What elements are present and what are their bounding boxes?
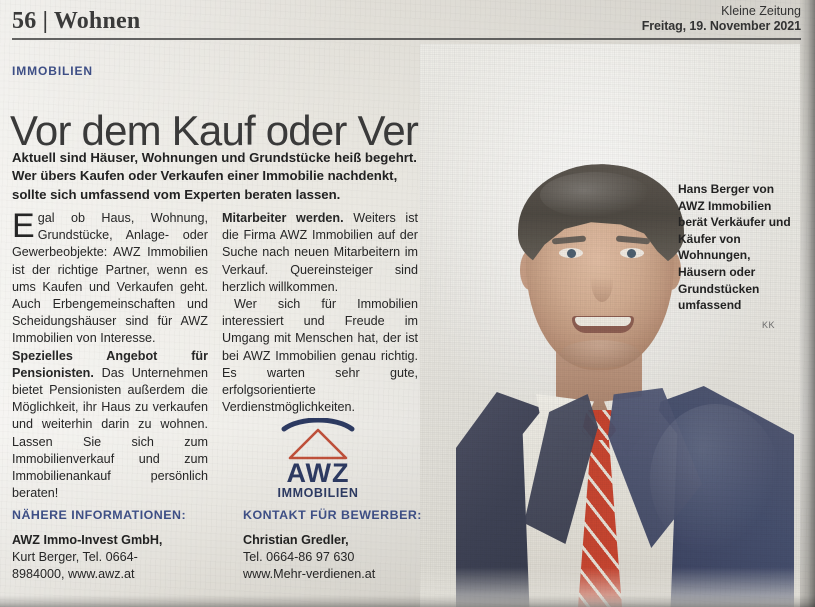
teeth xyxy=(575,317,631,326)
paragraph-text: Wer sich für Immobilien interessiert und… xyxy=(222,297,418,415)
hair-highlight xyxy=(540,172,650,218)
infobox-information: NÄHERE INFORMATIONEN: AWZ Immo-Invest Gm… xyxy=(12,508,222,583)
pupil-right xyxy=(627,249,636,258)
photo-bottom-fade xyxy=(420,567,800,607)
page-folio: 56 | Wohnen xyxy=(12,8,141,34)
body-column-2: Mitarbeiter werden. Weiters ist die Firm… xyxy=(222,210,418,416)
awz-subline: IMMOBILIEN xyxy=(277,486,359,500)
infobox-company: AWZ Immo-Invest GmbH, xyxy=(12,533,163,547)
pupil-left xyxy=(567,249,576,258)
mouth xyxy=(572,316,634,333)
paragraph-text: gal ob Haus, Wohnung, Grundstücke, Anlag… xyxy=(12,211,208,346)
infobox-title: NÄHERE INFORMATIONEN: xyxy=(12,508,187,522)
lead-paragraph: Aktuell sind Häuser, Wohnungen und Grund… xyxy=(12,150,417,202)
issue-date: Freitag, 19. November 2021 xyxy=(641,19,801,33)
infobox-line: Kurt Berger, Tel. 0664- xyxy=(12,550,138,564)
run-in-heading: Spezielles Angebot für Pensionisten. xyxy=(12,348,208,380)
awz-logo: AWZ IMMOBILIEN xyxy=(262,418,374,500)
paragraph: Wer sich für Immobilien interessiert und… xyxy=(222,296,418,416)
paragraph: Spezielles Angebot für Pensionisten. Das… xyxy=(12,348,208,503)
infobox-person: Christian Gredler, xyxy=(243,533,349,547)
run-in-heading: Mitarbeiter werden. xyxy=(222,211,344,225)
photo-caption: Hans Berger von AWZ Immobilien berät Ver… xyxy=(678,182,791,313)
infobox-title: KONTAKT FÜR BEWERBER: xyxy=(243,508,422,522)
header-divider xyxy=(12,38,801,40)
drop-cap: E xyxy=(12,207,35,245)
infobox-line: 8984000, www.awz.at xyxy=(12,567,135,581)
infobox-line: Tel. 0664-86 97 630 xyxy=(243,550,355,564)
awz-wordmark: AWZ xyxy=(286,458,350,488)
chin xyxy=(560,340,640,368)
shoulder-highlight xyxy=(650,404,780,554)
page-right-edge-shadow xyxy=(799,0,815,607)
photo-credit: KK xyxy=(762,320,776,330)
paragraph: Mitarbeiter werden. Weiters ist die Firm… xyxy=(222,210,418,296)
awz-house-icon xyxy=(281,418,355,460)
paragraph-text: Das Unternehmen bietet Pensionisten auße… xyxy=(12,365,208,501)
portrait-photo xyxy=(420,44,800,607)
infobox-line: www.Mehr-verdienen.at xyxy=(243,567,376,581)
paragraph-text: Weiters ist die Firma AWZ Immobilien auf… xyxy=(222,211,418,294)
infobox-contact: KONTAKT FÜR BEWERBER: Christian Gredler,… xyxy=(243,508,453,583)
section-kicker: IMMOBILIEN xyxy=(12,64,93,78)
nose xyxy=(591,260,613,302)
masthead: Kleine Zeitung Freitag, 19. November 202… xyxy=(642,4,801,34)
paper-name: Kleine Zeitung xyxy=(721,4,801,18)
